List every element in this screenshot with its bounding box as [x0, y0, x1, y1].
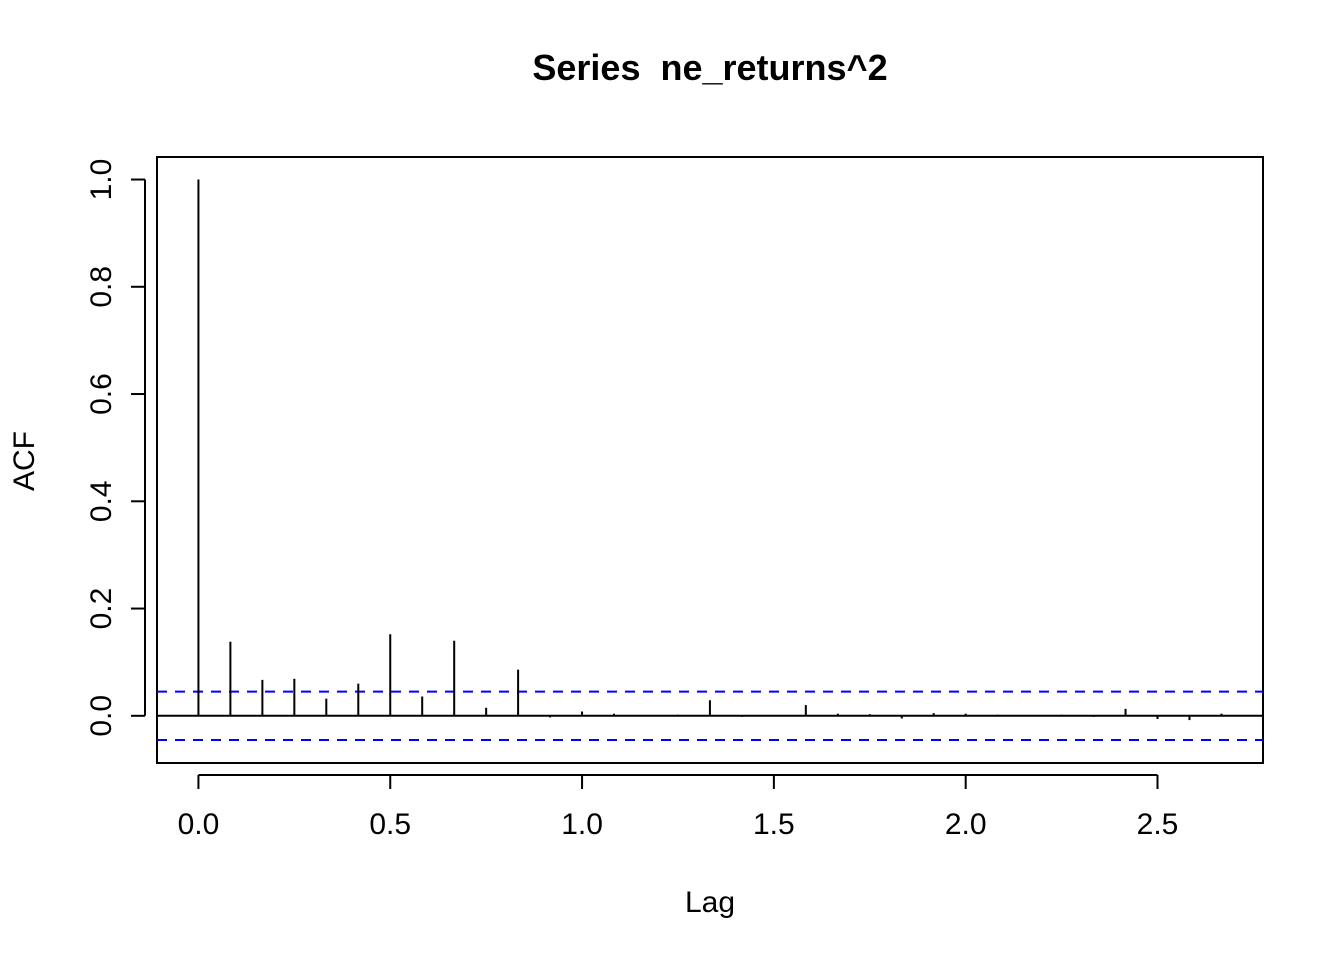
- y-axis-label: ACF: [8, 431, 41, 491]
- y-tick-label: 0.2: [85, 588, 118, 630]
- chart-title: Series ne_returns^2: [532, 47, 887, 88]
- x-tick-label: 1.5: [753, 808, 795, 841]
- x-tick-label: 2.5: [1137, 808, 1179, 841]
- x-tick-label: 0.0: [178, 808, 220, 841]
- y-tick-label: 0.8: [85, 266, 118, 308]
- x-tick-label: 0.5: [369, 808, 411, 841]
- x-axis: 0.0 0.5 1.0 1.5 2.0 2.5: [178, 774, 1179, 841]
- plot-frame: [156, 156, 1264, 764]
- y-tick-label: 0.4: [85, 480, 118, 522]
- y-axis: 0.0 0.2 0.4 0.6 0.8 1.0: [85, 159, 146, 737]
- acf-stems: [197, 179, 1223, 721]
- confidence-bounds: [157, 690, 1263, 741]
- x-tick-label: 2.0: [945, 808, 987, 841]
- x-axis-label: Lag: [685, 886, 735, 919]
- y-tick-label: 0.0: [85, 695, 118, 737]
- x-tick-label: 1.0: [561, 808, 603, 841]
- y-tick-label: 0.6: [85, 373, 118, 415]
- y-tick-label: 1.0: [85, 159, 118, 201]
